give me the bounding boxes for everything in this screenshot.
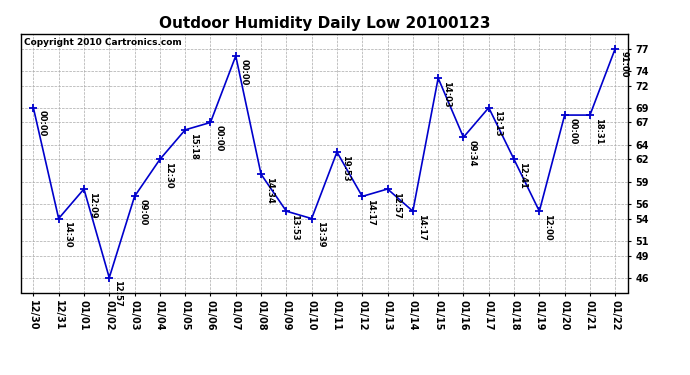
Text: 13:53: 13:53	[290, 214, 299, 241]
Text: 91:00: 91:00	[620, 51, 629, 78]
Title: Outdoor Humidity Daily Low 20100123: Outdoor Humidity Daily Low 20100123	[159, 16, 490, 31]
Text: 09:34: 09:34	[468, 140, 477, 166]
Text: 14:03: 14:03	[442, 81, 451, 108]
Text: 13:39: 13:39	[316, 221, 325, 248]
Text: 14:17: 14:17	[366, 199, 375, 226]
Text: 12:57: 12:57	[113, 280, 122, 307]
Text: 12:00: 12:00	[544, 214, 553, 241]
Text: 00:00: 00:00	[215, 125, 224, 152]
Text: 14:17: 14:17	[417, 214, 426, 241]
Text: 12:09: 12:09	[88, 192, 97, 218]
Text: 18:31: 18:31	[594, 118, 603, 144]
Text: 12:30: 12:30	[164, 162, 173, 189]
Text: 00:00: 00:00	[240, 59, 249, 85]
Text: 00:00: 00:00	[37, 111, 46, 137]
Text: 00:00: 00:00	[569, 118, 578, 144]
Text: 09:00: 09:00	[139, 199, 148, 225]
Text: 15:18: 15:18	[189, 133, 198, 159]
Text: 14:34: 14:34	[265, 177, 274, 204]
Text: 19:53: 19:53	[341, 155, 350, 182]
Text: 12:41: 12:41	[518, 162, 527, 189]
Text: Copyright 2010 Cartronics.com: Copyright 2010 Cartronics.com	[23, 38, 181, 46]
Text: 12:57: 12:57	[392, 192, 401, 219]
Text: 13:13: 13:13	[493, 111, 502, 137]
Text: 14:30: 14:30	[63, 221, 72, 248]
